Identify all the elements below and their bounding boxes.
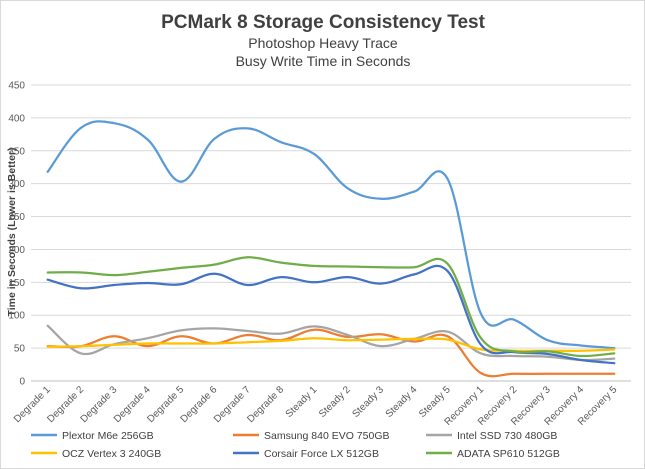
chart-subtitle-line-1: Photoshop Heavy Trace — [248, 35, 398, 51]
chart-subtitle-line-2: Busy Write Time in Seconds — [236, 53, 411, 69]
series-line-6 — [46, 256, 616, 358]
chart-title: PCMark 8 Storage Consistency Test — [161, 12, 485, 33]
y-tick-labels: 0 50 100 150 200 250 300 350 400 450 — [8, 81, 25, 388]
x-tick-label: Steady 4 — [384, 384, 420, 420]
y-tick-label: 250 — [8, 212, 25, 223]
legend-label: Intel SSD 730 480GB — [457, 430, 557, 442]
y-tick-label: 0 — [19, 377, 25, 388]
series-lines — [46, 120, 616, 378]
legend-label: Corsair Force LX 512GB — [264, 448, 379, 460]
x-tick-label: Steady 2 — [317, 384, 353, 420]
x-tick-label: Steady 1 — [284, 384, 320, 420]
legend-label: OCZ Vertex 3 240GB — [62, 448, 161, 460]
y-tick-label: 150 — [8, 278, 25, 289]
y-tick-label: 200 — [8, 245, 25, 256]
legend-label: Samsung 840 EVO 750GB — [264, 430, 390, 442]
series-line-2 — [46, 328, 616, 378]
legend: Plextor M6e 256GB Samsung 840 EVO 750GB In… — [31, 430, 560, 460]
y-tick-label: 100 — [8, 311, 25, 322]
y-axis-label: Time in Seconds (Lower is Better) — [6, 147, 18, 316]
gridlines — [31, 84, 631, 382]
x-tick-label: Degrade 8 — [245, 384, 286, 425]
y-tick-label: 400 — [8, 113, 25, 124]
x-tick-label: Steady 3 — [350, 384, 386, 420]
series-line-1 — [46, 120, 616, 350]
legend-label: Plextor M6e 256GB — [62, 430, 154, 442]
y-tick-label: 450 — [8, 81, 25, 92]
legend-label: ADATA SP610 512GB — [457, 448, 560, 460]
series-line-3 — [46, 324, 616, 362]
y-tick-label: 350 — [8, 146, 25, 157]
y-tick-label: 50 — [14, 344, 26, 355]
y-tick-label: 300 — [8, 179, 25, 190]
